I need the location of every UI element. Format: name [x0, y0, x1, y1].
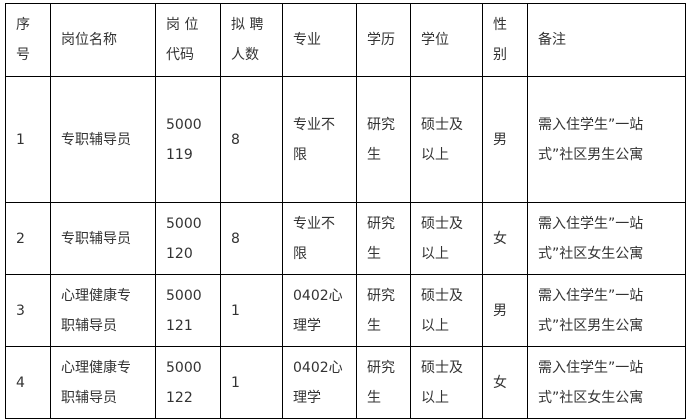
cell-index: 1 — [5, 76, 51, 203]
cell-headcount: 1 — [220, 274, 283, 347]
header-cell-notes: 备注 — [527, 3, 686, 77]
cell-major: 0402心 理学 — [282, 346, 357, 419]
recruitment-table: 序 号 岗位名称 岗 位 代码 拟 聘 人数 专业 学历 学位 性 别 备注 1… — [5, 3, 686, 419]
header-cell-headcount: 拟 聘 人数 — [220, 3, 283, 77]
header-cell-education: 学历 — [356, 3, 411, 77]
cell-position-code: 5000 121 — [155, 274, 221, 347]
header-cell-major: 专业 — [282, 3, 357, 77]
cell-position-code: 5000 122 — [155, 346, 221, 419]
cell-degree: 硕士及 以上 — [410, 76, 483, 203]
cell-position-code: 5000 120 — [155, 202, 221, 275]
cell-position-code: 5000 119 — [155, 76, 221, 203]
cell-education: 研究 生 — [356, 346, 411, 419]
table-row: 1 专职辅导员 5000 119 8 专业不 限研究 生硕士及 以上男需入住学生”一站 … — [5, 76, 686, 203]
cell-index: 4 — [5, 346, 51, 419]
cell-major: 专业不 限 — [282, 76, 357, 203]
cell-education: 研究 生 — [356, 76, 411, 203]
header-cell-index: 序 号 — [5, 3, 51, 77]
header-cell-position-name: 岗位名称 — [50, 3, 156, 77]
header-row: 序 号 岗位名称 岗 位 代码 拟 聘 人数 专业 学历 学位 性 别 备注 — [5, 3, 686, 77]
table-row: 3 心理健康专 职辅导员 5000 121 1 0402心 理学 研究 生硕士及 以上男需… — [5, 274, 686, 347]
cell-gender: 女 — [482, 346, 528, 419]
cell-degree: 硕士及 以上 — [410, 274, 483, 347]
cell-headcount: 8 — [220, 202, 283, 275]
cell-headcount: 8 — [220, 76, 283, 203]
cell-gender: 男 — [482, 274, 528, 347]
cell-degree: 硕士及 以上 — [410, 202, 483, 275]
cell-gender: 男 — [482, 76, 528, 203]
cell-notes: 需入住学生”一站 式”社区男生公寓 — [527, 76, 686, 203]
cell-education: 研究 生 — [356, 274, 411, 347]
cell-education: 研究 生 — [356, 202, 411, 275]
header-cell-gender: 性 别 — [482, 3, 528, 77]
cell-index: 2 — [5, 202, 51, 275]
cell-major: 专业不 限 — [282, 202, 357, 275]
cell-degree: 硕士及 以上 — [410, 346, 483, 419]
cell-headcount: 1 — [220, 346, 283, 419]
cell-notes: 需入住学生”一站 式”社区女生公寓 — [527, 202, 686, 275]
cell-position-name: 心理健康专 职辅导员 — [50, 346, 156, 419]
header-cell-degree: 学位 — [410, 3, 483, 77]
table-row: 4 心理健康专 职辅导员 5000 122 1 0402心 理学 研究 生硕士及 以上女需… — [5, 346, 686, 419]
cell-notes: 需入住学生”一站 式”社区男生公寓 — [527, 274, 686, 347]
cell-position-name: 心理健康专 职辅导员 — [50, 274, 156, 347]
cell-position-name: 专职辅导员 — [50, 202, 156, 275]
cell-gender: 女 — [482, 202, 528, 275]
cell-index: 3 — [5, 274, 51, 347]
cell-position-name: 专职辅导员 — [50, 76, 156, 203]
cell-notes: 需入住学生”一站 式”社区女生公寓 — [527, 346, 686, 419]
header-cell-position-code: 岗 位 代码 — [155, 3, 221, 77]
table-row: 2 专职辅导员 5000 120 8 专业不 限研究 生硕士及 以上女需入住学生”一站 … — [5, 202, 686, 275]
cell-major: 0402心 理学 — [282, 274, 357, 347]
